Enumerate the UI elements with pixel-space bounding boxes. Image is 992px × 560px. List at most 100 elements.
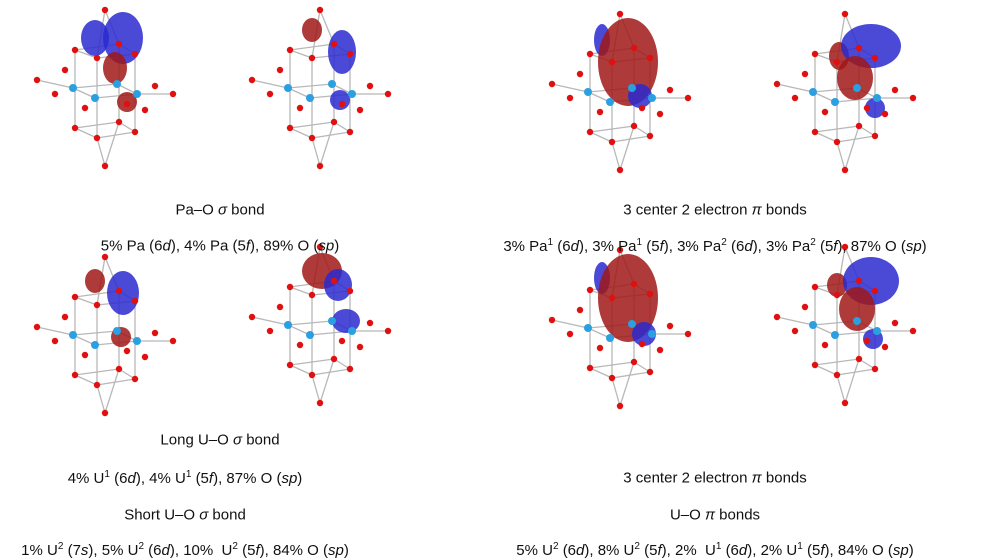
oxygen-atom — [609, 139, 615, 145]
caption-line: Short U–O σ bond — [124, 507, 246, 524]
bond — [612, 142, 620, 170]
oxygen-atom — [385, 91, 391, 97]
italic-text: sp — [906, 238, 922, 255]
oxygen-atom — [331, 356, 337, 362]
oxygen-atom — [872, 55, 878, 61]
metal-atom — [628, 84, 636, 92]
oxygen-atom — [267, 91, 273, 97]
metal-atom — [873, 94, 881, 102]
metal-atom — [133, 90, 141, 98]
oxygen-atom — [617, 11, 623, 17]
bond — [105, 122, 119, 166]
orbital-lobe — [103, 52, 127, 84]
italic-text: sp — [318, 238, 334, 255]
oxygen-atom — [631, 45, 637, 51]
oxygen-atom — [872, 366, 878, 372]
text-run: ), 10% U — [170, 542, 233, 559]
metal-atom — [648, 330, 656, 338]
orbital-lobe — [332, 309, 360, 333]
bond — [105, 369, 119, 413]
italic-text: σ — [233, 432, 242, 449]
oxygen-atom — [549, 81, 555, 87]
oxygen-atom — [685, 331, 691, 337]
oxygen-atom — [72, 294, 78, 300]
oxygen-atom — [132, 51, 138, 57]
bond — [37, 327, 73, 335]
caption-line: 1% U2 (7s), 5% U2 (6d), 10% U2 (5f), 84%… — [21, 541, 349, 559]
oxygen-atom — [812, 51, 818, 57]
text-run: ), 3% Pa — [753, 238, 811, 255]
oxygen-atom — [812, 129, 818, 135]
bond — [288, 321, 332, 325]
oxygen-atom — [94, 302, 100, 308]
oxygen-atom — [882, 111, 888, 117]
caption-line: 3 center 2 electron π bonds — [623, 470, 807, 487]
oxygen-atom — [367, 83, 373, 89]
metal-atom — [91, 341, 99, 349]
oxygen-atom — [34, 77, 40, 83]
oxygen-atom — [82, 105, 88, 111]
bond — [552, 320, 588, 328]
oxygen-atom — [102, 410, 108, 416]
metal-atom — [873, 327, 881, 335]
metal-atom — [809, 88, 817, 96]
oxygen-atom — [367, 320, 373, 326]
oxygen-atom — [124, 101, 130, 107]
oxygen-atom — [834, 292, 840, 298]
oxygen-atom — [910, 95, 916, 101]
oxygen-atom — [317, 7, 323, 13]
text-run: (6 — [110, 470, 128, 487]
oxygen-atom — [102, 163, 108, 169]
oxygen-atom — [631, 359, 637, 365]
oxygen-atom — [277, 304, 283, 310]
text-run: ), 8% U — [584, 542, 634, 559]
bond — [552, 84, 588, 92]
oxygen-atom — [910, 328, 916, 334]
oxygen-atom — [872, 288, 878, 294]
text-run: ), 4% Pa (5 — [171, 238, 246, 255]
oxygen-atom — [309, 292, 315, 298]
oxygen-atom — [577, 71, 583, 77]
caption-line: 3 center 2 electron π bonds — [623, 202, 807, 219]
oxygen-atom — [856, 45, 862, 51]
oxygen-atom — [802, 71, 808, 77]
oxygen-atom — [297, 105, 303, 111]
text-run: bond — [242, 432, 280, 449]
italic-text: sp — [281, 470, 297, 487]
oxygen-atom — [94, 382, 100, 388]
oxygen-atom — [609, 375, 615, 381]
oxygen-atom — [882, 344, 888, 350]
molecule — [34, 7, 176, 169]
text-run: (5 — [803, 542, 821, 559]
oxygen-atom — [685, 95, 691, 101]
oxygen-atom — [631, 281, 637, 287]
metal-atom — [628, 320, 636, 328]
oxygen-atom — [249, 77, 255, 83]
italic-text: d — [162, 542, 170, 559]
text-run: 3 center 2 electron — [623, 202, 751, 219]
metal-atom — [328, 317, 336, 325]
metal-atom — [584, 88, 592, 96]
oxygen-atom — [347, 51, 353, 57]
bond — [320, 122, 334, 166]
text-run: (5 — [642, 238, 660, 255]
oxygen-atom — [72, 372, 78, 378]
oxygen-atom — [347, 288, 353, 294]
bond — [815, 365, 837, 375]
bond — [815, 132, 837, 142]
bond — [837, 142, 845, 170]
bond — [73, 84, 117, 88]
oxygen-atom — [331, 278, 337, 284]
caption-line: 3% Pa1 (6d), 3% Pa1 (5f), 3% Pa2 (6d), 3… — [503, 237, 926, 255]
oxygen-atom — [639, 105, 645, 111]
text-run: ), 87% O ( — [213, 470, 281, 487]
oxygen-atom — [812, 362, 818, 368]
oxygen-atom — [812, 284, 818, 290]
oxygen-atom — [617, 403, 623, 409]
oxygen-atom — [287, 362, 293, 368]
oxygen-atom — [116, 288, 122, 294]
oxygen-atom — [587, 51, 593, 57]
oxygen-atom — [892, 87, 898, 93]
bond — [312, 138, 320, 166]
oxygen-atom — [309, 55, 315, 61]
